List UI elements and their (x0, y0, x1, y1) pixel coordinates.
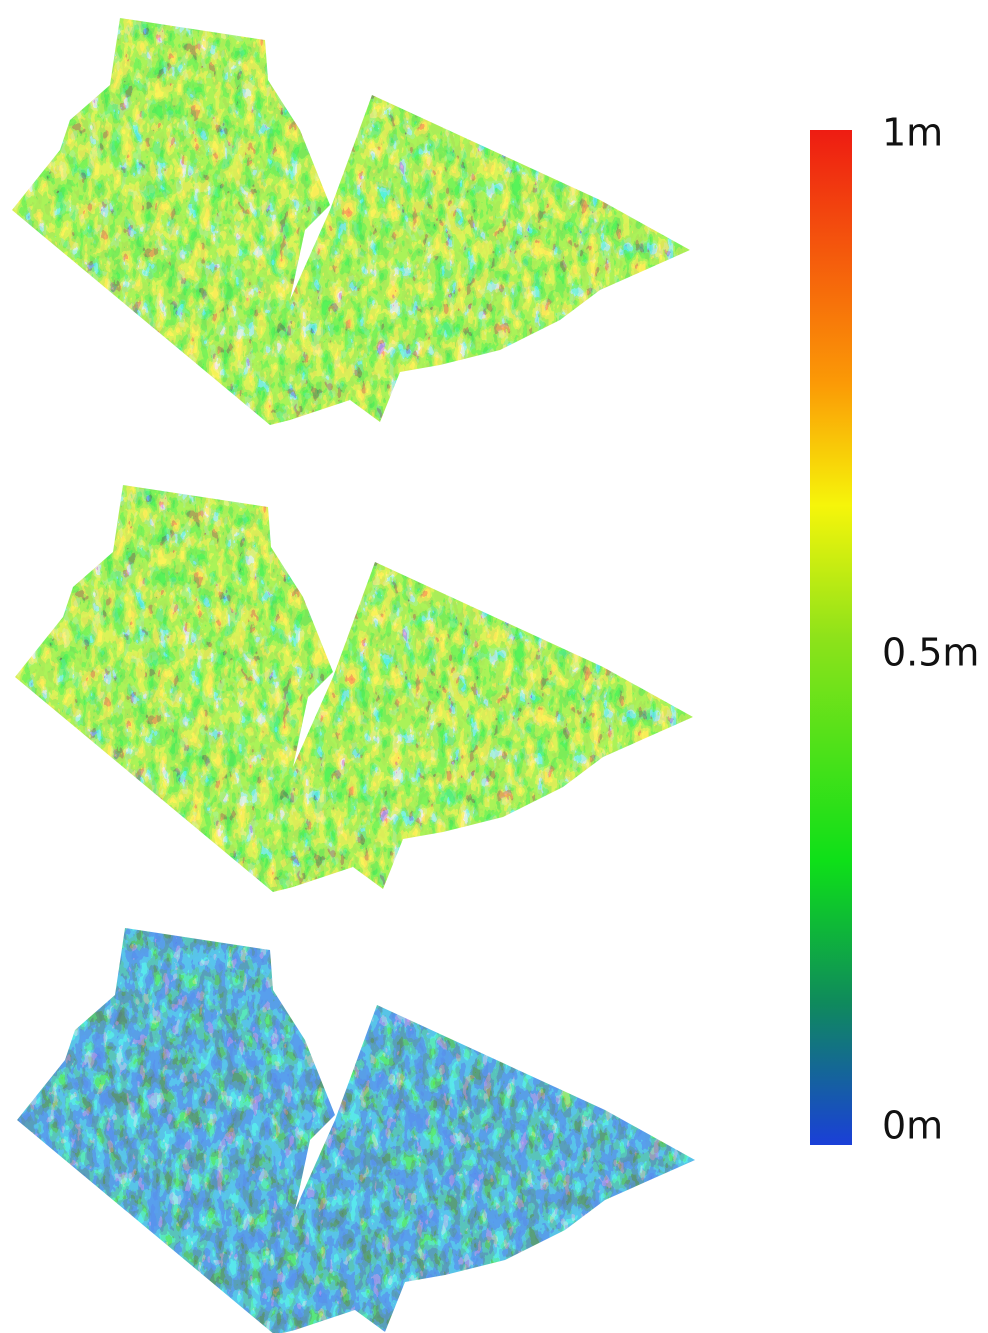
map-middle (15, 485, 693, 892)
colorbar-label: 1m (882, 111, 943, 155)
colorbar-gradient (810, 130, 852, 1145)
point-cloud-maps (12, 18, 695, 1333)
colorbar: 1m 0.5m 0m (810, 111, 979, 1148)
map-top (12, 18, 690, 425)
colorbar-label: 0.5m (882, 631, 979, 675)
colorbar-label: 0m (882, 1104, 943, 1148)
map-bottom (17, 928, 695, 1333)
